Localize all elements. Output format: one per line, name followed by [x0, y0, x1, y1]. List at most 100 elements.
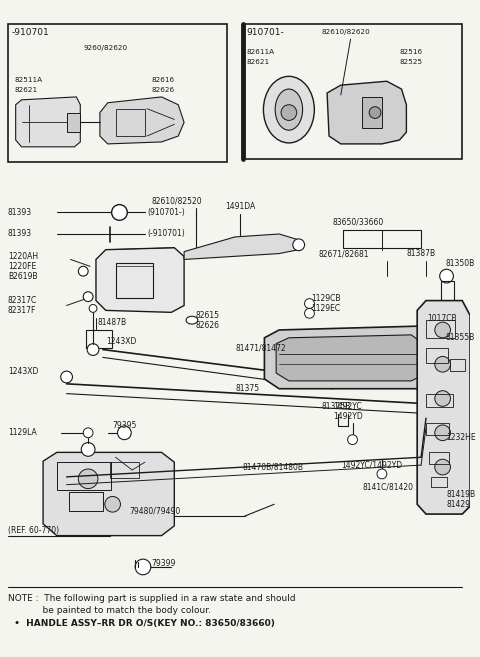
Text: 1491DA: 1491DA	[225, 202, 255, 211]
Circle shape	[435, 322, 450, 338]
Text: 82317C: 82317C	[8, 296, 37, 305]
Bar	[426, 394, 454, 407]
Polygon shape	[16, 97, 80, 147]
Circle shape	[377, 469, 387, 479]
Text: 1243XD: 1243XD	[106, 337, 136, 346]
Text: 81470B/81480B: 81470B/81480B	[243, 463, 304, 472]
Text: 82621: 82621	[247, 58, 270, 64]
Circle shape	[304, 308, 314, 318]
Text: 9260/82620: 9260/82620	[83, 45, 127, 51]
Text: 1492YC/1492YD: 1492YC/1492YD	[341, 461, 402, 470]
Text: 81375B: 81375B	[321, 402, 350, 411]
Bar	[426, 348, 447, 363]
Circle shape	[435, 459, 450, 475]
Text: 81393: 81393	[8, 229, 32, 238]
Text: 81393: 81393	[8, 208, 32, 217]
Text: 1232HE: 1232HE	[446, 433, 476, 442]
Text: •  HANDLE ASSY–RR DR O/S(KEY NO.: 83650/83660): • HANDLE ASSY–RR DR O/S(KEY NO.: 83650/8…	[8, 620, 275, 628]
Circle shape	[281, 104, 297, 120]
Bar	[67, 112, 80, 132]
Circle shape	[87, 344, 99, 355]
Polygon shape	[100, 97, 184, 144]
Circle shape	[135, 559, 151, 575]
Text: 1492YD: 1492YD	[333, 412, 363, 420]
Text: 1492YC: 1492YC	[333, 402, 362, 411]
Text: (-910701): (-910701)	[147, 229, 185, 238]
Text: 79395: 79395	[113, 421, 137, 430]
Circle shape	[369, 106, 381, 118]
Text: 8141C/81420: 8141C/81420	[362, 482, 413, 491]
Text: NOTE :  The following part is supplied in a raw state and should: NOTE : The following part is supplied in…	[8, 594, 296, 602]
Bar	[426, 320, 456, 338]
Text: 82525: 82525	[399, 58, 423, 64]
Text: 82611A: 82611A	[247, 49, 275, 55]
Circle shape	[418, 311, 428, 321]
Circle shape	[434, 323, 447, 337]
Bar	[109, 462, 139, 478]
Circle shape	[112, 204, 127, 220]
Circle shape	[60, 371, 72, 383]
Text: be painted to match the body colour.: be painted to match the body colour.	[8, 606, 211, 614]
Text: 83650/33660: 83650/33660	[333, 217, 384, 227]
Text: 1129CB: 1129CB	[312, 294, 341, 303]
Bar	[116, 263, 153, 298]
Circle shape	[81, 443, 95, 457]
Bar	[69, 491, 103, 511]
Circle shape	[435, 425, 450, 441]
Bar	[439, 491, 455, 510]
Bar	[362, 97, 382, 128]
Circle shape	[436, 351, 445, 361]
Bar	[431, 477, 446, 487]
Ellipse shape	[264, 76, 314, 143]
Text: 81429: 81429	[446, 500, 470, 509]
Text: 81375: 81375	[235, 384, 259, 394]
Bar	[116, 108, 145, 136]
Ellipse shape	[186, 316, 198, 324]
Circle shape	[348, 435, 358, 445]
Circle shape	[448, 440, 460, 451]
Text: 1220AH: 1220AH	[8, 252, 38, 261]
Polygon shape	[184, 234, 299, 260]
Bar	[343, 230, 421, 248]
Polygon shape	[276, 335, 423, 381]
Bar	[429, 453, 448, 464]
Circle shape	[118, 426, 131, 440]
Text: 1129LA: 1129LA	[8, 428, 36, 438]
Text: 81350B: 81350B	[445, 259, 475, 268]
Text: 82616: 82616	[152, 78, 175, 83]
Polygon shape	[417, 301, 470, 514]
Text: 79399: 79399	[152, 558, 176, 568]
Polygon shape	[264, 326, 436, 389]
Polygon shape	[96, 248, 184, 312]
Bar	[8, 24, 227, 162]
Circle shape	[83, 428, 93, 438]
Text: 82615: 82615	[196, 311, 220, 320]
Text: 1243XD: 1243XD	[8, 367, 38, 376]
Bar	[450, 359, 465, 371]
Circle shape	[435, 356, 450, 372]
Text: 1129EC: 1129EC	[312, 304, 340, 313]
Text: 82610/82520: 82610/82520	[152, 196, 203, 205]
Text: 1017CB: 1017CB	[427, 314, 456, 323]
Text: (910701-): (910701-)	[147, 208, 185, 217]
Circle shape	[89, 304, 97, 312]
Circle shape	[83, 292, 93, 302]
Text: 81487B: 81487B	[98, 317, 127, 327]
Bar	[426, 423, 449, 435]
Text: 81355B: 81355B	[445, 333, 475, 342]
Text: 81387B: 81387B	[407, 249, 435, 258]
Circle shape	[293, 239, 304, 251]
Polygon shape	[43, 453, 174, 535]
Text: 82516: 82516	[399, 49, 423, 55]
Bar	[57, 462, 111, 489]
Bar	[86, 330, 112, 348]
Circle shape	[235, 240, 245, 250]
Text: 82621: 82621	[15, 87, 38, 93]
Text: -910701: -910701	[12, 28, 49, 37]
Text: 82671/82681: 82671/82681	[318, 249, 369, 258]
Text: 82511A: 82511A	[15, 78, 43, 83]
Text: 82610/82620: 82610/82620	[321, 30, 370, 35]
Text: 81471/81472: 81471/81472	[235, 343, 286, 352]
Text: B2619B: B2619B	[8, 271, 37, 281]
Text: 910701-: 910701-	[247, 28, 285, 37]
